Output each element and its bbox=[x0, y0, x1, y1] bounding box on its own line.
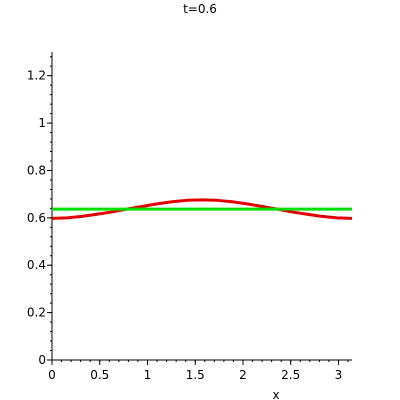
x-axis-label: x bbox=[272, 388, 279, 400]
axes: 0 0.2 0.4 0.6 0.8 1 1.2 0 0.5 1 1.5 2 2.5 3 bbox=[27, 52, 352, 382]
x-tick-label: 2.5 bbox=[281, 368, 300, 382]
series-layer bbox=[51, 198, 353, 220]
y-tick-label: 0.2 bbox=[27, 306, 46, 320]
x-tick-label: 0 bbox=[48, 368, 56, 382]
x-tick-label: 1 bbox=[144, 368, 152, 382]
x-tick-label: 1.5 bbox=[186, 368, 205, 382]
y-tick-label: 0.8 bbox=[27, 163, 46, 177]
y-tick-label: 1 bbox=[38, 116, 46, 130]
y-tick-label: 0.6 bbox=[27, 211, 46, 225]
x-tick-label: 3 bbox=[335, 368, 343, 382]
series-line-1 bbox=[51, 198, 353, 220]
y-tick-label: 1.2 bbox=[27, 69, 46, 83]
x-tick-label: 0.5 bbox=[90, 368, 109, 382]
x-tick-label: 2 bbox=[239, 368, 247, 382]
y-tick-label: 0.4 bbox=[27, 258, 46, 272]
chart-title: t=0.6 bbox=[183, 2, 217, 16]
y-tick-label: 0 bbox=[38, 353, 46, 367]
